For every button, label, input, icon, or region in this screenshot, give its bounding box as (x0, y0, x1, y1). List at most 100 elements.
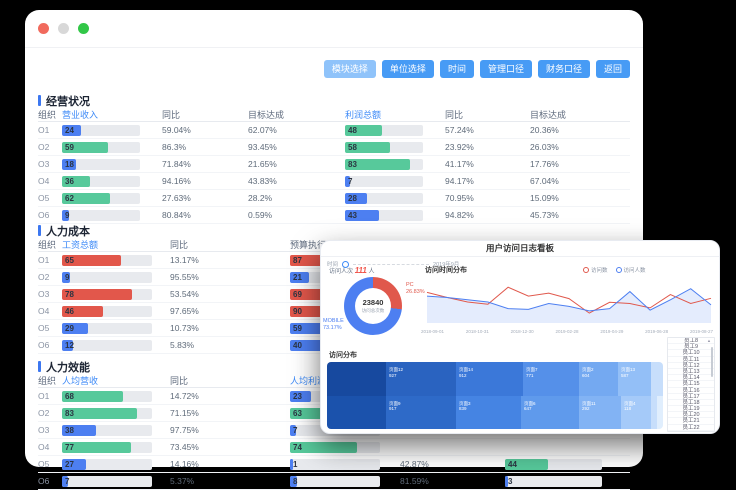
treemap-cell-页面3[interactable]: 页面3 839 (456, 395, 521, 429)
treemap-cell-页面5[interactable] (651, 362, 663, 396)
treemap-cell-页面8[interactable] (327, 395, 386, 429)
pct-value: 17.76% (530, 159, 559, 169)
treemap-cell-页面10[interactable] (651, 395, 657, 429)
section-title: 人力效能 (38, 360, 630, 374)
slider-track[interactable] (353, 263, 430, 265)
toolbar-button-6[interactable]: 返回 (595, 60, 630, 78)
employee-list[interactable]: ▲ 员工8 员工9 员工10 员工11 员工12 员工13 员工14 员工15 员工16 员工17… (667, 337, 715, 432)
visits-kpi-unit: 人 (368, 269, 375, 275)
employee-list-item[interactable]: 员工13 (668, 369, 714, 376)
bar-value: 8 (293, 476, 298, 486)
treemap-cell-页面11[interactable]: 页面11 292 (579, 395, 621, 429)
toolbar-button-5[interactable]: 财务口径 (537, 60, 590, 78)
slider-handle[interactable] (342, 260, 350, 268)
treemap-cell-label: 页面3 839 (459, 400, 471, 412)
bar-fill (290, 424, 297, 436)
table-row: O1 24 59.04% 62.07% 48 57.24% 20.36% (38, 122, 630, 139)
pct-value: 41.17% (445, 159, 474, 169)
employee-list-item[interactable]: 员工18 (668, 400, 714, 407)
employee-list-item[interactable]: 员工14 (668, 375, 714, 382)
treemap-cell-页面12[interactable]: 页面12 927 (386, 362, 456, 396)
column-header-利润总额[interactable]: 利润总额 (345, 109, 382, 120)
treemap-cell-页面4[interactable]: 页面4 118 (621, 395, 651, 429)
time-slider[interactable]: 时间 2019年9月 (327, 260, 459, 268)
legend-label: 访问数 (591, 268, 608, 274)
employee-list-item[interactable]: 员工15 (668, 381, 714, 388)
pct-value: 93.45% (248, 142, 277, 152)
bar-track: 1 (290, 458, 380, 470)
column-header-工资总额[interactable]: 工资总额 (62, 239, 99, 250)
minimize-button[interactable] (58, 23, 69, 34)
employee-list-item[interactable]: 员工22 (668, 425, 714, 431)
employee-list-scrollbar[interactable] (710, 347, 713, 377)
employee-list-item[interactable]: 员工17 (668, 394, 714, 400)
bar-track: 83 (62, 407, 152, 419)
cell: 62.07% (248, 125, 345, 135)
treemap-cell-页面2[interactable]: 页面2 604 (579, 362, 618, 396)
employee-list-item[interactable]: 员工21 (668, 418, 714, 425)
treemap-cell-页面9[interactable]: 页面9 917 (386, 395, 456, 429)
employee-list-item[interactable]: 员工19 (668, 406, 714, 413)
bar-fill (290, 458, 293, 470)
bar-fill (290, 390, 311, 402)
treemap-title: 访问分布 (329, 352, 357, 359)
line-chart[interactable] (425, 274, 713, 332)
toolbar-button-1[interactable]: 模块选择 (323, 60, 376, 78)
column-header-人均利润[interactable]: 人均利润 (290, 375, 327, 386)
close-button[interactable] (38, 23, 49, 34)
org-label: O6 (38, 340, 50, 350)
treemap-cell-页面13[interactable]: 页面13 587 (618, 362, 651, 396)
line-chart-x-axis: 2018-09-01 2018-10-31 2018-12-30 2019-02-28… (421, 329, 713, 334)
pct-value: 97.65% (170, 306, 199, 316)
toolbar-button-3[interactable]: 时间 (439, 60, 474, 78)
cell: 46 (62, 305, 170, 317)
toolbar-button-4[interactable]: 管理口径 (479, 60, 532, 78)
treemap-cell-页面7[interactable]: 页面7 771 (523, 362, 579, 396)
bar-value: 12 (65, 340, 74, 350)
pct-value: 71.15% (170, 408, 199, 418)
cell: 14.72% (170, 391, 290, 401)
bar-fill (62, 254, 121, 266)
cell: 94.17% (445, 176, 530, 186)
bar-fill (345, 209, 379, 221)
treemap-cell-页面14[interactable]: 页面14 912 (456, 362, 523, 396)
bar-value: 90 (293, 306, 302, 316)
employee-list-item[interactable]: 员工10 (668, 350, 714, 357)
treemap-cell-页面1[interactable] (327, 362, 386, 396)
pct-value: 86.3% (162, 142, 187, 152)
legend-item-访问数[interactable]: 访问数 (583, 266, 608, 274)
bar-value: 24 (65, 125, 74, 135)
bar-fill (345, 175, 351, 187)
employee-list-item[interactable]: 员工9 (668, 344, 714, 351)
column-header-营业收入[interactable]: 营业收入 (62, 109, 99, 120)
employee-list-item[interactable]: 员工12 (668, 363, 714, 369)
pct-value: 94.16% (162, 176, 191, 186)
x-tick-label: 2018-10-31 (465, 329, 489, 334)
bar-track: 9 (62, 209, 140, 221)
visits-kpi-label: 访问人次 (329, 269, 354, 275)
device-donut-chart[interactable]: 23840 访问总次数 (344, 277, 402, 335)
treemap-cell-页面6[interactable]: 页面6 647 (521, 395, 579, 429)
employee-list-item[interactable]: 员工11 (668, 357, 714, 363)
employee-list-item[interactable]: 员工20 (668, 412, 714, 419)
cell: 58 (345, 141, 445, 153)
legend-item-访问人数[interactable]: 访问人数 (615, 266, 646, 274)
toolbar-button-2[interactable]: 单位选择 (381, 60, 434, 78)
bar-value: 7 (65, 476, 70, 486)
zoom-button[interactable] (78, 23, 89, 34)
bar-track: 48 (345, 124, 423, 136)
treemap-cell-页面15[interactable] (657, 395, 663, 429)
employee-list-item[interactable]: 员工8 (668, 338, 714, 345)
column-header-同比: 同比 (170, 239, 189, 250)
column-header-同比: 同比 (162, 109, 181, 120)
cell: 94.82% (445, 210, 530, 220)
cell: 57.24% (445, 125, 530, 135)
employee-list-item[interactable]: 员工16 (668, 388, 714, 394)
pct-value: 10.73% (170, 323, 199, 333)
cell: 71.84% (162, 159, 248, 169)
pct-value: 21.65% (248, 159, 277, 169)
column-header-人均营收[interactable]: 人均营收 (62, 375, 99, 386)
sort-asc-icon[interactable]: ▲ (707, 338, 711, 343)
cell: 3 (505, 475, 630, 487)
bar-track: 62 (62, 192, 140, 204)
